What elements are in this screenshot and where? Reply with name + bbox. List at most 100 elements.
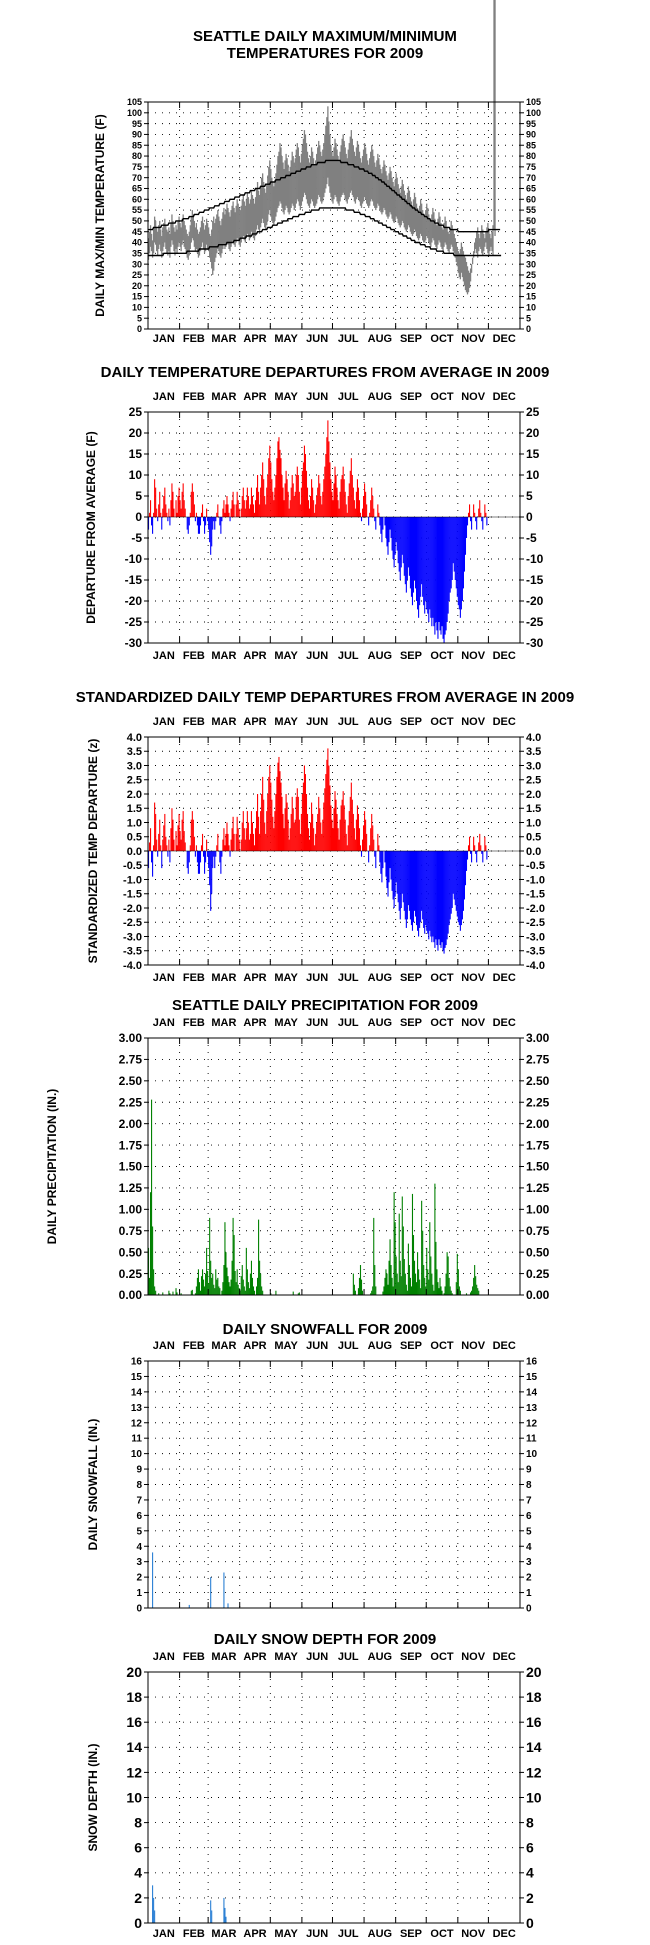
y-tick-label: 18	[526, 1689, 542, 1705]
y-tick-label: 2	[526, 1890, 534, 1906]
y-tick-label: -2.0	[526, 903, 545, 915]
y-tick-label: 15	[526, 447, 540, 461]
month-label: JUL	[338, 1928, 359, 1940]
chart-title: STANDARDIZED DAILY TEMP DEPARTURES FROM …	[0, 689, 650, 706]
y-tick-label: 0	[526, 324, 531, 334]
chart-title-line: STANDARDIZED DAILY TEMP DEPARTURES FROM …	[75, 689, 575, 706]
month-label: OCT	[430, 1340, 454, 1352]
y-tick-label: 10	[526, 1789, 542, 1805]
y-tick-label: 50	[132, 216, 142, 226]
month-label: FEB	[183, 333, 205, 345]
y-tick-label: 16	[126, 1714, 142, 1730]
y-tick-label: -0.5	[123, 860, 142, 872]
y-axis-label: SNOW DEPTH (IN.)	[86, 1744, 100, 1852]
y-tick-label: 10	[526, 468, 540, 482]
month-label: NOV	[461, 1928, 486, 1940]
y-tick-label: 2.50	[526, 1074, 550, 1088]
y-tick-label: 60	[526, 194, 536, 204]
month-label: AUG	[368, 972, 392, 984]
y-tick-label: 4.0	[526, 732, 541, 744]
data-marks	[147, 1099, 480, 1295]
month-label: APR	[243, 1340, 266, 1352]
y-tick-label: 15	[526, 292, 536, 302]
month-label: NOV	[461, 391, 486, 403]
y-tick-label: -1.0	[123, 874, 142, 886]
y-tick-label: 2	[526, 1573, 532, 1584]
y-tick-label: 20	[129, 426, 143, 440]
y-tick-label: -20	[526, 594, 544, 608]
month-label: DEC	[493, 1651, 516, 1663]
y-tick-label: 4	[526, 1542, 532, 1553]
month-label: JAN	[153, 716, 175, 728]
y-tick-label: -10	[526, 552, 544, 566]
month-label: JUN	[306, 1017, 328, 1029]
month-label: JUL	[338, 972, 359, 984]
month-label: JAN	[153, 1651, 175, 1663]
plot-frame	[147, 1360, 521, 1609]
y-tick-label: 0.50	[119, 1245, 143, 1259]
chart-precipitation: 0.00 0.00 0.25 0.25 0.50 0.50 0.75 0.75 1.00 1.00…	[45, 1017, 550, 1302]
month-label: OCT	[430, 716, 454, 728]
y-tick-label: 0	[526, 510, 533, 524]
y-tick-label: 5	[526, 489, 533, 503]
month-label: JAN	[153, 391, 175, 403]
y-tick-label: 12	[526, 1418, 538, 1429]
month-label: OCT	[430, 1928, 454, 1940]
grid	[148, 1671, 520, 1924]
y-tick-label: 1.00	[526, 1203, 550, 1217]
y-tick-label: 3.0	[127, 760, 142, 772]
month-label: DEC	[493, 1928, 516, 1940]
normal-line	[148, 207, 502, 257]
y-tick-label: 85	[132, 140, 142, 150]
chart-title: SEATTLE DAILY PRECIPITATION FOR 2009	[0, 997, 650, 1014]
month-label: AUG	[368, 1928, 392, 1940]
y-tick-label: 45	[526, 227, 536, 237]
y-tick-label: 5	[526, 313, 531, 323]
y-tick-label: 14	[131, 1387, 143, 1398]
month-label: NOV	[461, 716, 486, 728]
y-tick-label: 2.0	[127, 789, 142, 801]
y-tick-label: 0.00	[119, 1288, 143, 1302]
month-label: JAN	[153, 650, 175, 662]
month-label: JAN	[153, 1017, 175, 1029]
y-tick-label: -30	[526, 636, 544, 650]
y-tick-label: 20	[126, 1664, 142, 1680]
y-tick-label: 1.50	[526, 1160, 550, 1174]
y-tick-label: 16	[526, 1714, 542, 1730]
y-tick-label: 9	[136, 1465, 142, 1476]
y-tick-label: 20	[526, 426, 540, 440]
y-tick-label: 95	[526, 119, 536, 129]
y-tick-label: 8	[526, 1480, 532, 1491]
y-tick-label: -4.0	[526, 960, 545, 972]
y-tick-label: -1.5	[123, 889, 142, 901]
y-tick-label: 95	[132, 119, 142, 129]
y-tick-label: 1.0	[526, 817, 541, 829]
month-label: MAR	[211, 972, 236, 984]
y-tick-label: 2.50	[119, 1074, 143, 1088]
y-tick-label: -25	[125, 615, 143, 629]
month-label: MAR	[211, 1017, 236, 1029]
chart-title-line: DAILY SNOW DEPTH FOR 2009	[213, 1631, 437, 1648]
chart-title-line: DAILY TEMPERATURE DEPARTURES FROM AVERAG…	[100, 364, 550, 381]
data-marks	[147, 748, 520, 954]
y-tick-label: 55	[526, 205, 536, 215]
month-label: SEP	[400, 972, 422, 984]
month-label: FEB	[183, 972, 205, 984]
month-label: AUG	[368, 716, 392, 728]
month-label: JUL	[338, 333, 359, 345]
y-tick-label: 2.25	[119, 1095, 143, 1109]
y-tick-label: -5	[131, 531, 142, 545]
y-tick-label: 1	[136, 1588, 142, 1599]
month-label: AUG	[368, 391, 392, 403]
month-labels: JAN FEB MAR APR MAY JUN JUL AUG SEP OCT NOV DEC	[153, 333, 516, 345]
y-tick-label: 5	[136, 1526, 142, 1537]
month-label: MAR	[211, 1340, 236, 1352]
y-tick-label: 10	[526, 1449, 538, 1460]
month-label: FEB	[183, 391, 205, 403]
month-label: MAR	[211, 716, 236, 728]
y-tick-label: 0.5	[127, 832, 142, 844]
y-tick-label: 0.5	[526, 832, 541, 844]
month-label: DEC	[493, 1017, 516, 1029]
y-tick-label: 0	[135, 510, 142, 524]
